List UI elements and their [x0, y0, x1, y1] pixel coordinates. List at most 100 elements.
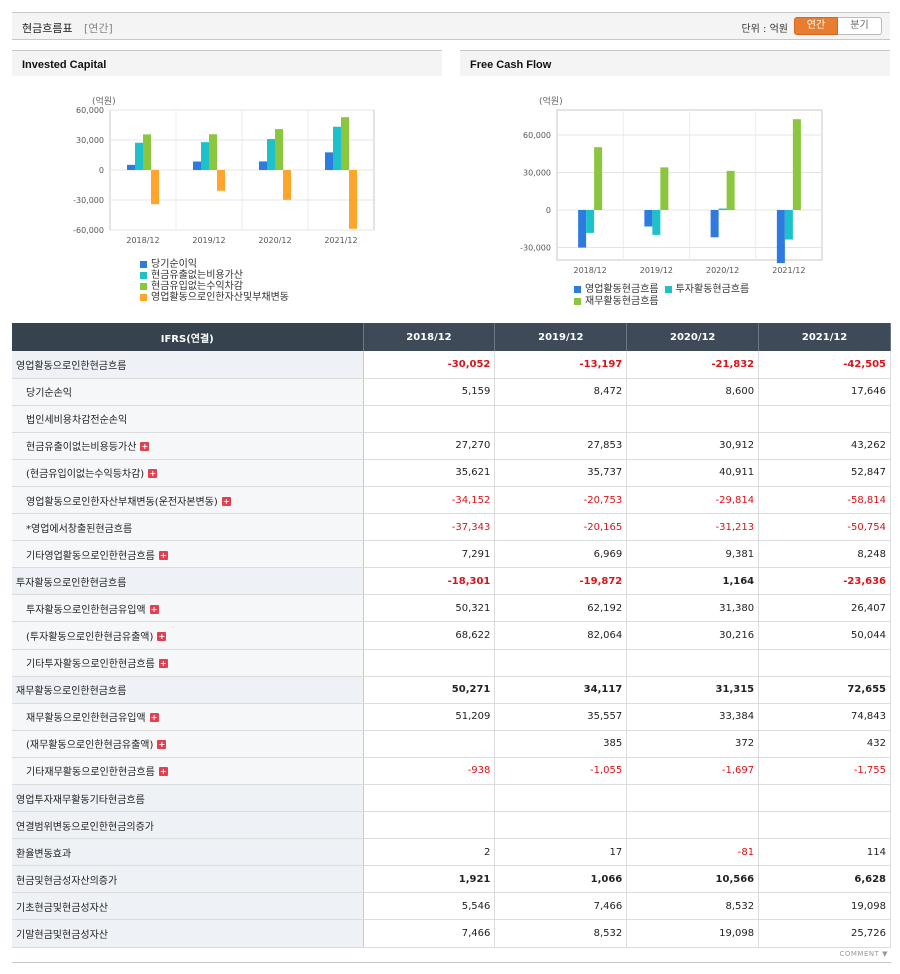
y-tick-label: -30,000: [73, 196, 104, 205]
value-cell: [494, 811, 628, 840]
unit-label: (억원): [539, 95, 563, 107]
y-tick-label: 0: [546, 206, 551, 215]
legend-item: 영업활동현금흐름: [574, 284, 659, 295]
value-cell: 7,466: [363, 919, 496, 948]
value-cell: 35,557: [494, 703, 628, 731]
value-cell: [363, 405, 496, 433]
value-cell: -1,697: [626, 757, 760, 786]
value-cell: [494, 649, 628, 677]
bar: [333, 126, 341, 170]
row-label: 기말현금및현금성자산: [12, 919, 364, 948]
value-cell: 17: [494, 838, 628, 867]
table-row: 환율변동효과 2 17 -81 114: [12, 838, 891, 867]
bar: [644, 210, 653, 227]
row-label: 기초현금및현금성자산: [12, 892, 364, 921]
row-label: 기타영업활동으로인한현금흐름 +: [12, 540, 364, 569]
unit-label: (억원): [92, 95, 116, 107]
table-row: (현금유입이없는수익등차감) +35,621 35,737 40,911 52,847: [12, 459, 891, 487]
bar: [586, 210, 595, 233]
bar: [135, 142, 143, 170]
value-cell: 5,546: [363, 892, 496, 921]
table-row: 투자활동으로인한현금흐름 -18,301 -19,872 1,164 -23,636: [12, 567, 891, 596]
expand-plus-icon[interactable]: +: [149, 604, 159, 614]
tab-annual[interactable]: 연간: [794, 17, 838, 35]
row-label: 재무활동으로인한현금흐름: [12, 675, 364, 704]
table-header-period: 2020/12: [626, 323, 760, 351]
x-tick-label: 2018/12: [574, 266, 607, 275]
value-cell: 8,532: [626, 892, 760, 921]
bar: [193, 161, 201, 170]
value-cell: -20,753: [494, 486, 628, 515]
y-tick-label: 30,000: [76, 136, 104, 145]
value-cell: 8,532: [494, 919, 628, 948]
expand-plus-icon[interactable]: +: [157, 740, 167, 750]
legend-swatch: [140, 261, 147, 268]
bar: [710, 210, 719, 238]
bar: [267, 139, 275, 170]
bar: [776, 210, 785, 264]
value-cell: -19,872: [494, 567, 628, 596]
period-toggle: 연간 분기: [794, 17, 882, 35]
value-cell: -58,814: [758, 486, 891, 515]
row-label: 영업활동으로인한자산부채변동(운전자본변동) +: [12, 486, 364, 515]
legend-swatch: [140, 272, 147, 279]
expand-plus-icon[interactable]: +: [157, 631, 167, 641]
expand-plus-icon[interactable]: +: [140, 442, 150, 452]
x-tick-label: 2018/12: [126, 236, 159, 245]
table-row: 현금및현금성자산의증가 1,921 1,066 10,566 6,628: [12, 865, 891, 894]
bar: [151, 170, 159, 205]
value-cell: 50,321: [363, 594, 496, 623]
value-cell: 27,853: [494, 432, 628, 460]
value-cell: 26,407: [758, 594, 891, 623]
table-row: 현금유출이없는비용등가산 +27,270 27,853 30,912 43,262: [12, 432, 891, 460]
bar: [275, 129, 283, 170]
chart-title: Invested Capital: [12, 50, 442, 76]
bar: [726, 170, 735, 210]
bar: [652, 210, 661, 235]
value-cell: -938: [363, 757, 496, 786]
table-row: (투자활동으로인한현금유출액) +68,622 82,064 30,216 50,044: [12, 621, 891, 650]
expand-plus-icon[interactable]: +: [158, 550, 168, 560]
value-cell: -81: [626, 838, 760, 867]
value-cell: [758, 405, 891, 433]
expand-plus-icon[interactable]: +: [149, 713, 159, 723]
bar: [325, 152, 333, 170]
tab-quarter[interactable]: 분기: [838, 17, 882, 35]
value-cell: -1,755: [758, 757, 891, 786]
comment-toggle[interactable]: COMMENT ▼: [839, 950, 888, 958]
row-label: (재무활동으로인한현금유출액) +: [12, 730, 364, 758]
table-row: (재무활동으로인한현금유출액) + 385 372 432: [12, 730, 891, 758]
row-label: 환율변동효과: [12, 838, 364, 867]
y-tick-label: -30,000: [520, 244, 551, 253]
x-tick-label: 2019/12: [640, 266, 673, 275]
value-cell: 72,655: [758, 675, 891, 704]
value-cell: 10,566: [626, 865, 760, 894]
value-cell: 19,098: [626, 919, 760, 948]
value-cell: -30,052: [363, 351, 496, 379]
value-cell: -21,832: [626, 351, 760, 379]
row-label: 현금유출이없는비용등가산 +: [12, 432, 364, 460]
legend-item: 당기순이익: [140, 259, 289, 270]
value-cell: 6,969: [494, 540, 628, 569]
expand-plus-icon[interactable]: +: [221, 496, 231, 506]
row-label: 현금및현금성자산의증가: [12, 865, 364, 894]
bar: [792, 119, 801, 210]
expand-plus-icon[interactable]: +: [158, 767, 168, 777]
free-cash-flow-chart: 60,000 30,000 0 -30,000 (억원) 2018/12 2019/12 20…: [520, 95, 823, 275]
bar: [283, 170, 291, 200]
legend-swatch: [664, 286, 672, 293]
table-row: 법인세비용차감전순손익: [12, 405, 891, 433]
bar: [201, 142, 209, 170]
legend-label: 재무활동현금흐름: [585, 296, 659, 307]
value-cell: 62,192: [494, 594, 628, 623]
value-cell: -50,754: [758, 513, 891, 542]
x-tick-label: 2021/12: [772, 266, 805, 275]
value-cell: [626, 405, 760, 433]
legend-item: 재무활동현금흐름: [574, 296, 659, 307]
bar: [660, 167, 669, 210]
expand-plus-icon[interactable]: +: [148, 469, 158, 479]
value-cell: 50,044: [758, 621, 891, 650]
expand-plus-icon[interactable]: +: [158, 659, 168, 669]
value-cell: 432: [758, 730, 891, 758]
row-label: (투자활동으로인한현금유출액) +: [12, 621, 364, 650]
